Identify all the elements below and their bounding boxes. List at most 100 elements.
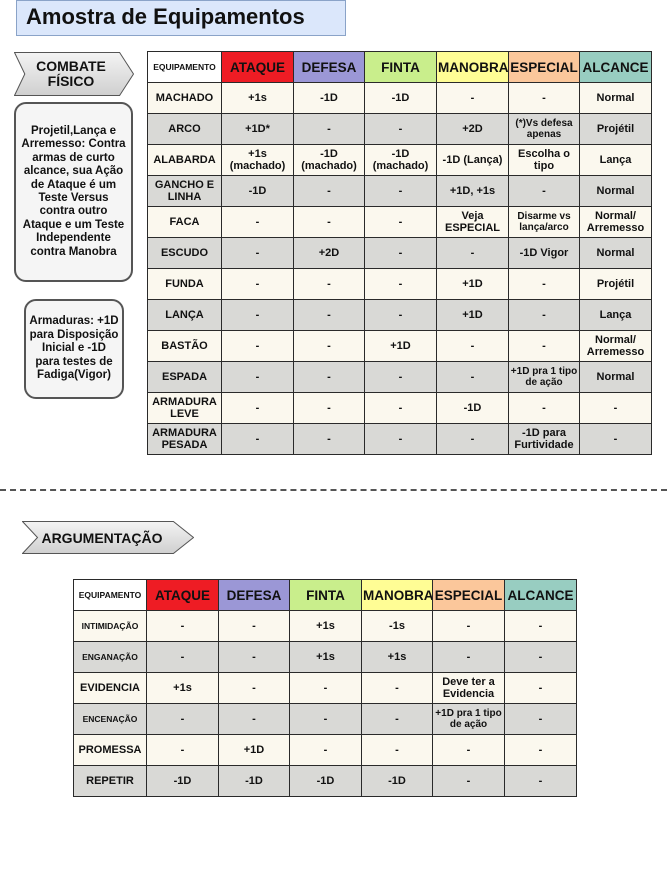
combat-tag-line2: FÍSICO	[47, 73, 95, 89]
cell-defesa: -1D (machado)	[293, 144, 365, 176]
col-header-ataque: ATAQUE	[221, 51, 294, 83]
col-header-especial: ESPECIAL	[508, 51, 580, 83]
row-label: GANCHO E LINHA	[147, 175, 222, 207]
table-row: ENGANAÇÃO - - +1s +1s - -	[73, 641, 577, 673]
cell-manobra: -	[436, 423, 509, 455]
cell-manobra: -1D	[361, 765, 433, 797]
cell-alcance: -	[579, 423, 652, 455]
cell-manobra: -	[436, 237, 509, 269]
cell-manobra: +2D	[436, 113, 509, 145]
cell-especial: +1D pra 1 tipo de ação	[508, 361, 580, 393]
table-row: BASTÃO - - +1D - - Normal/ Arremesso	[147, 330, 652, 362]
cell-alcance: -	[579, 392, 652, 424]
cell-ataque: -	[221, 268, 294, 300]
cell-manobra: -	[361, 703, 433, 735]
cell-manobra: -	[361, 734, 433, 766]
cell-defesa: +2D	[293, 237, 365, 269]
cell-especial: -	[508, 175, 580, 207]
cell-finta: +1D	[364, 330, 437, 362]
row-label: ARMADURA LEVE	[147, 392, 222, 424]
cell-ataque: -1D	[221, 175, 294, 207]
row-label: INTIMIDAÇÃO	[73, 610, 147, 642]
cell-especial: -	[508, 82, 580, 114]
cell-finta: +1s	[289, 610, 362, 642]
col-header-equipamento: EQUIPAMENTO	[73, 579, 147, 611]
cell-ataque: -	[221, 206, 294, 238]
row-label: FACA	[147, 206, 222, 238]
cell-finta: -	[364, 206, 437, 238]
cell-finta: -	[289, 734, 362, 766]
cell-alcance: Lança	[579, 299, 652, 331]
cell-alcance: -	[504, 734, 577, 766]
col-header-alcance: ALCANCE	[579, 51, 652, 83]
page-title: Amostra de Equipamentos	[16, 0, 346, 36]
row-label: REPETIR	[73, 765, 147, 797]
cell-ataque: -	[221, 423, 294, 455]
cell-finta: -	[364, 361, 437, 393]
cell-alcance: -	[504, 703, 577, 735]
row-label: BASTÃO	[147, 330, 222, 362]
cell-ataque: -	[146, 610, 219, 642]
table-header-row: EQUIPAMENTO ATAQUE DEFESA FINTA MANOBRA …	[147, 51, 652, 83]
cell-especial: -	[432, 641, 505, 673]
cell-manobra: +1D, +1s	[436, 175, 509, 207]
cell-especial: -1D para Furtividade	[508, 423, 580, 455]
table-row: ARMADURA PESADA - - - - -1D para Furtivi…	[147, 423, 652, 455]
ranged-weapons-note: Projetil,Lança e Arremesso: Contra armas…	[14, 102, 133, 282]
cell-especial: -	[432, 765, 505, 797]
argument-equipment-table: EQUIPAMENTO ATAQUE DEFESA FINTA MANOBRA …	[73, 579, 577, 797]
cell-finta: -	[364, 299, 437, 331]
cell-finta: -1D	[289, 765, 362, 797]
cell-ataque: +1s	[146, 672, 219, 704]
cell-especial: -	[508, 330, 580, 362]
table-row: ARMADURA LEVE - - - -1D - -	[147, 392, 652, 424]
cell-especial: Disarme vs lança/arco	[508, 206, 580, 238]
cell-defesa: -	[218, 672, 290, 704]
row-label: PROMESSA	[73, 734, 147, 766]
cell-especial: -1D Vigor	[508, 237, 580, 269]
cell-defesa: -	[218, 610, 290, 642]
row-label: ALABARDA	[147, 144, 222, 176]
cell-alcance: Normal	[579, 82, 652, 114]
cell-ataque: +1D*	[221, 113, 294, 145]
cell-defesa: -	[293, 206, 365, 238]
col-header-defesa: DEFESA	[218, 579, 290, 611]
col-header-manobra: MANOBRA	[436, 51, 509, 83]
cell-defesa: -	[293, 330, 365, 362]
armor-note: Armaduras: +1D para Disposição Inicial e…	[24, 299, 124, 399]
cell-finta: -	[289, 703, 362, 735]
cell-manobra: -1D	[436, 392, 509, 424]
cell-especial: -	[508, 392, 580, 424]
combat-tag-line1: COMBATE	[36, 58, 106, 74]
cell-ataque: -	[146, 641, 219, 673]
col-header-alcance: ALCANCE	[504, 579, 577, 611]
argument-section-tag: ARGUMENTAÇÃO	[22, 521, 194, 554]
table-row: ALABARDA +1s (machado) -1D (machado) -1D…	[147, 144, 652, 176]
cell-manobra: -	[436, 361, 509, 393]
combat-equipment-table: EQUIPAMENTO ATAQUE DEFESA FINTA MANOBRA …	[147, 51, 652, 455]
table-row: EVIDENCIA +1s - - - Deve ter a Evidencia…	[73, 672, 577, 704]
cell-ataque: +1s	[221, 82, 294, 114]
cell-finta: -	[364, 423, 437, 455]
cell-especial: -	[432, 734, 505, 766]
cell-defesa: +1D	[218, 734, 290, 766]
cell-ataque: -	[221, 237, 294, 269]
cell-alcance: Normal	[579, 237, 652, 269]
cell-defesa: -	[293, 392, 365, 424]
cell-finta: -	[364, 113, 437, 145]
cell-defesa: -	[293, 113, 365, 145]
cell-manobra: -1s	[361, 610, 433, 642]
cell-defesa: -	[218, 641, 290, 673]
cell-alcance: -	[504, 765, 577, 797]
cell-manobra: -	[361, 672, 433, 704]
table-row: REPETIR -1D -1D -1D -1D - -	[73, 765, 577, 797]
row-label: ARMADURA PESADA	[147, 423, 222, 455]
table-row: FACA - - - Veja ESPECIAL Disarme vs lanç…	[147, 206, 652, 238]
table-row: ESCUDO - +2D - - -1D Vigor Normal	[147, 237, 652, 269]
col-header-manobra: MANOBRA	[361, 579, 433, 611]
cell-manobra: -	[436, 82, 509, 114]
cell-alcance: -	[504, 641, 577, 673]
cell-especial: Deve ter a Evidencia	[432, 672, 505, 704]
cell-finta: -	[289, 672, 362, 704]
combat-section-tag: COMBATE FÍSICO	[14, 52, 134, 96]
